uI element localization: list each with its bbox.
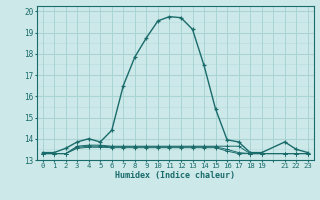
X-axis label: Humidex (Indice chaleur): Humidex (Indice chaleur) <box>115 171 235 180</box>
